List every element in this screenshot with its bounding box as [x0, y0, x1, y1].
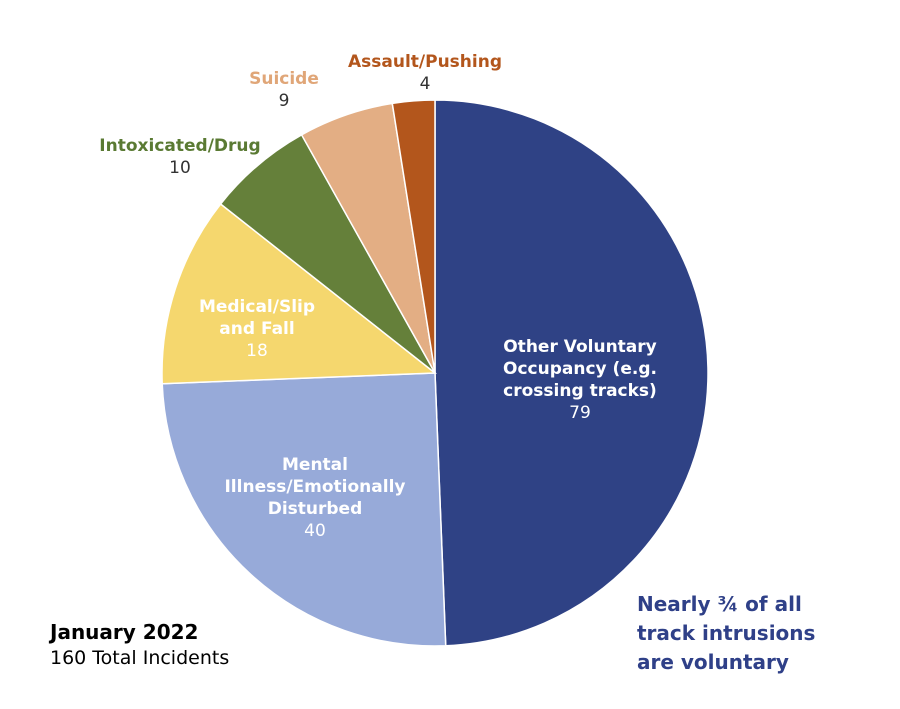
slice-name-line: Mental	[282, 455, 348, 475]
slice-name-line: Disturbed	[268, 499, 363, 519]
slice-name-line: Suicide	[249, 69, 319, 89]
voluntary-callout: Nearly ¾ of all track intrusions are vol…	[637, 590, 867, 677]
slice-name-line: Assault/Pushing	[348, 52, 502, 72]
pie-slice-5	[391, 99, 436, 374]
pie-slice-2	[161, 202, 438, 385]
slice-value: 10	[169, 158, 191, 178]
pie-slice-0	[434, 99, 709, 647]
callout-line-1: Nearly ¾ of all	[637, 592, 802, 616]
slice-name-line: Occupancy (e.g.	[503, 359, 657, 379]
slice-value: 9	[279, 91, 290, 111]
slice-value: 40	[304, 521, 326, 541]
total-incidents-text: 160 Total Incidents	[50, 647, 230, 669]
callout-line-3: are voluntary	[637, 650, 789, 674]
slice-name-line: Illness/Emotionally	[224, 477, 405, 497]
chart-period-title: January 2022	[50, 620, 199, 644]
slice-name-line: Intoxicated/Drug	[99, 136, 260, 156]
slice-value: 79	[569, 403, 591, 423]
slice-value: 18	[246, 341, 268, 361]
slice-value: 4	[420, 74, 431, 94]
callout-line-2: track intrusions	[637, 621, 816, 645]
slice-name-line: and Fall	[219, 319, 294, 339]
slice-name-line: Medical/Slip	[199, 297, 315, 317]
pie-slice-1	[161, 372, 447, 647]
slice-name-line: Other Voluntary	[503, 337, 657, 357]
slice-name-line: crossing tracks)	[503, 381, 657, 401]
